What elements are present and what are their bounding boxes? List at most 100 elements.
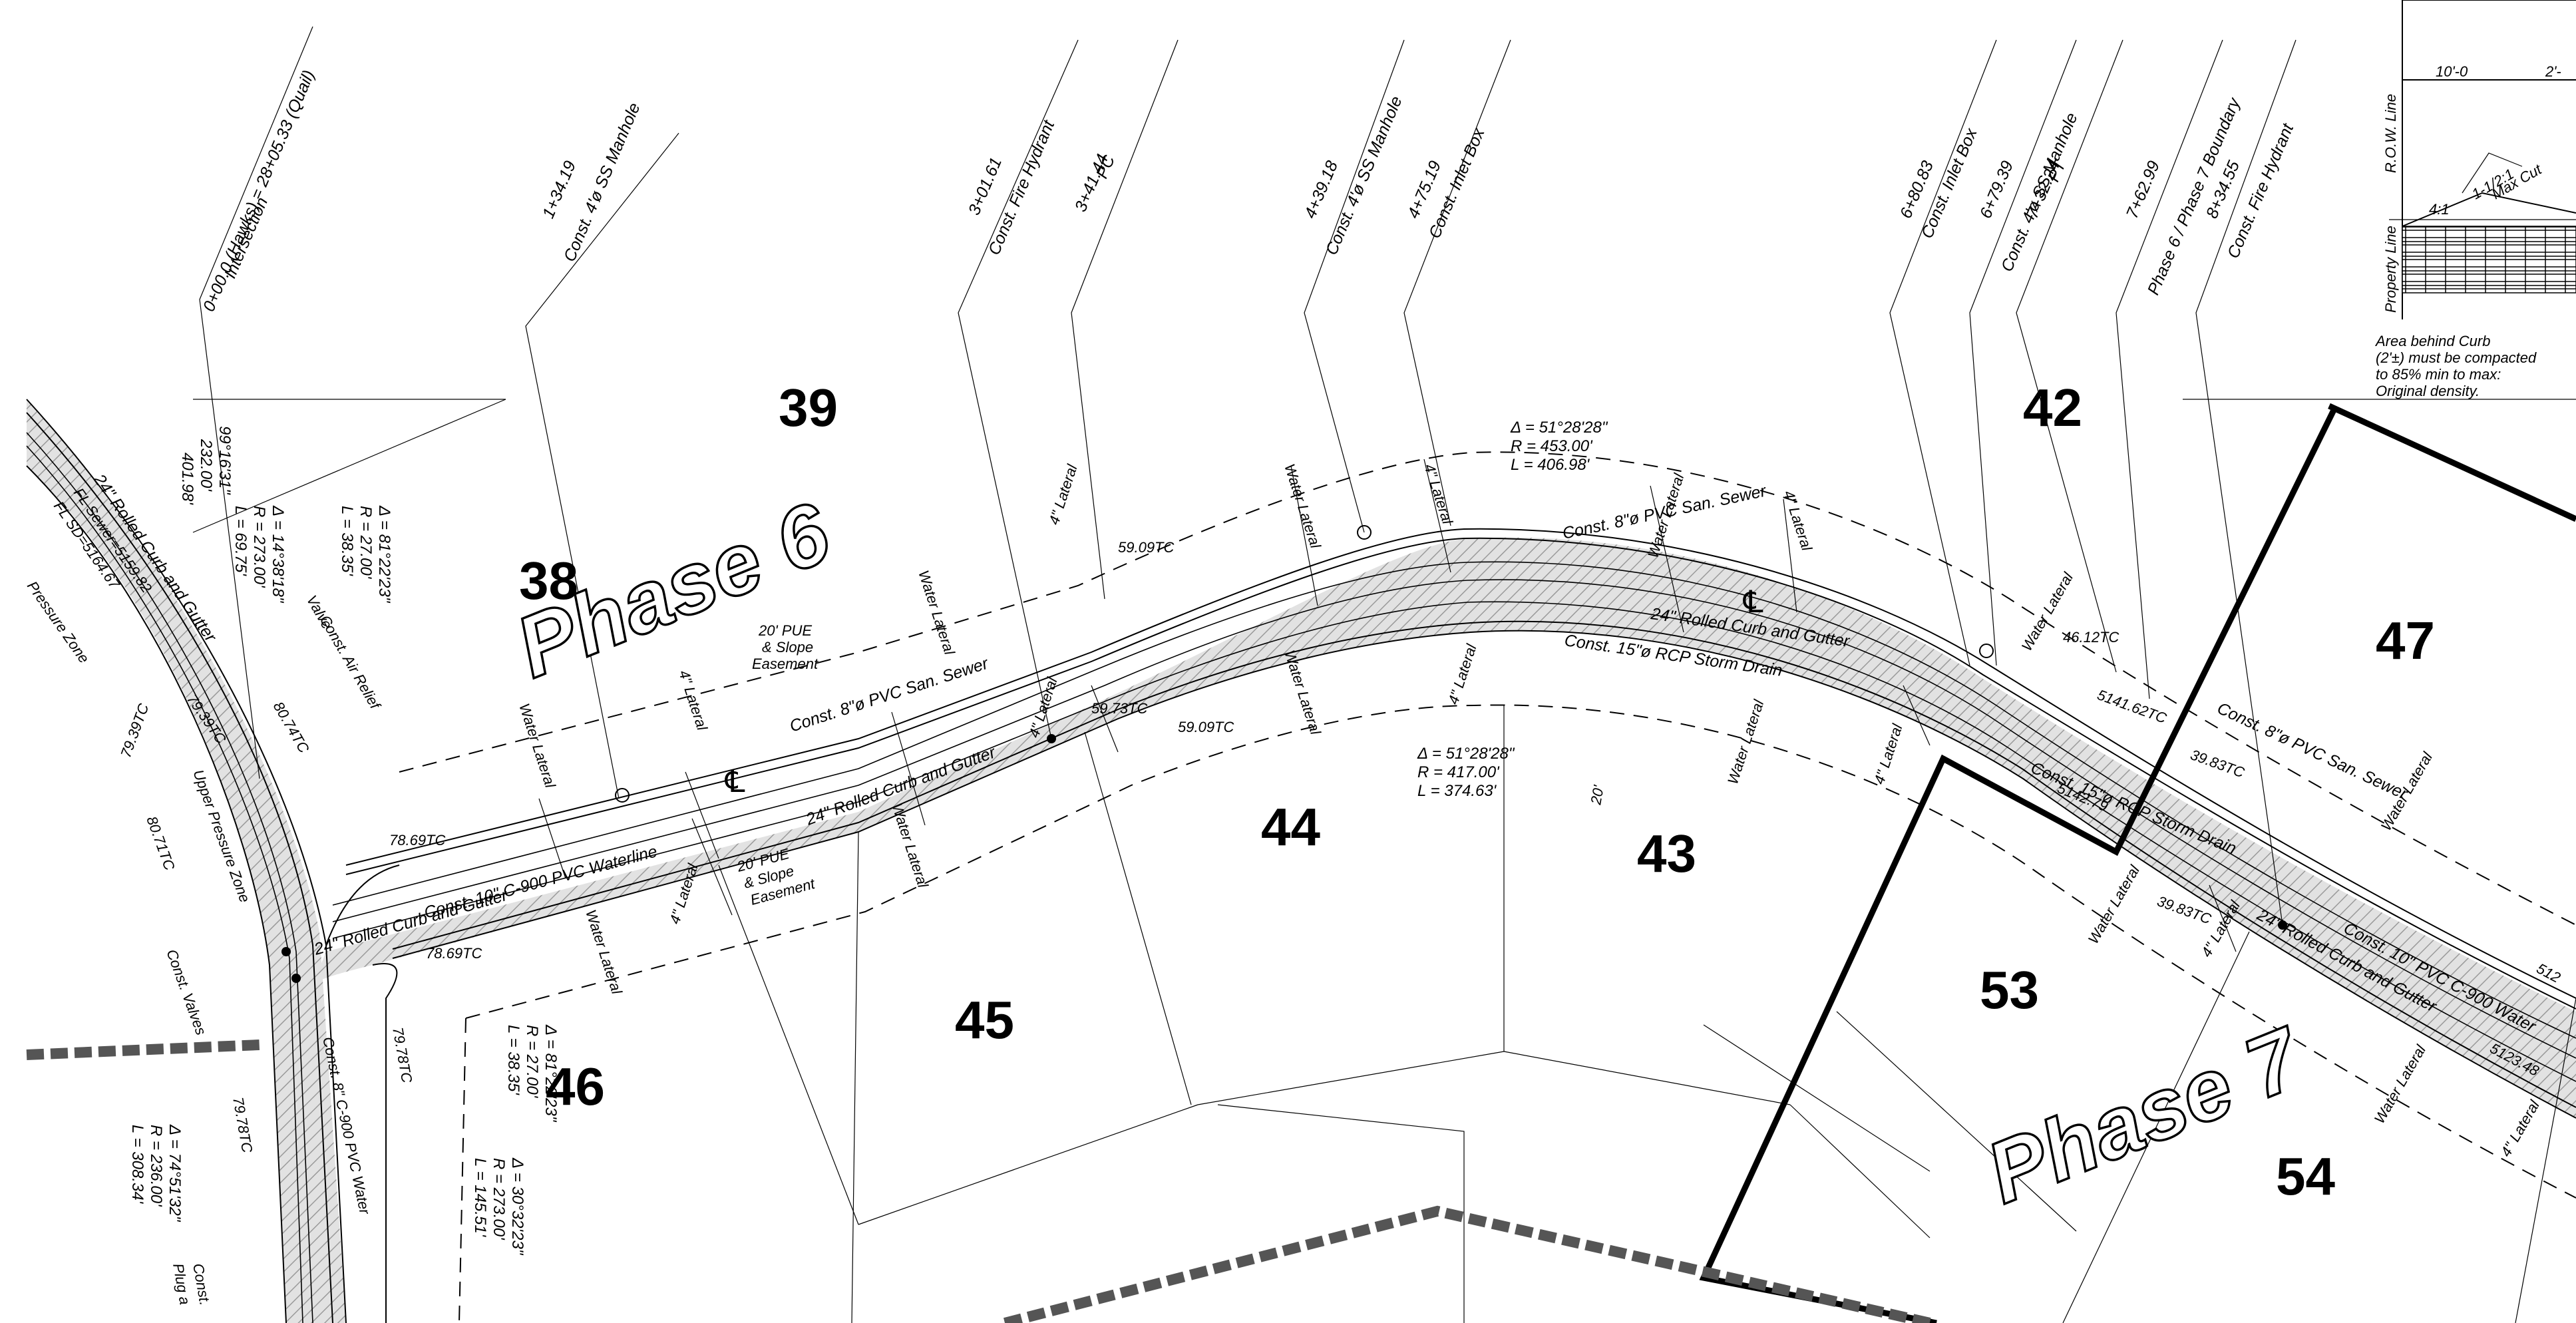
svg-text:R = 453.00': R = 453.00' — [1511, 437, 1593, 455]
svg-text:Water Lateral: Water Lateral — [582, 908, 626, 997]
svg-text:79.39TC: 79.39TC — [117, 701, 152, 760]
svg-text:L = 374.63': L = 374.63' — [1417, 782, 1497, 800]
lot-44: 44 — [1261, 797, 1320, 856]
svg-text:Δ = 74°51'32": Δ = 74°51'32" — [166, 1124, 184, 1223]
lot-54: 54 — [2276, 1147, 2335, 1206]
lot-39: 39 — [779, 378, 838, 437]
svg-text:4" Lateral: 4" Lateral — [1421, 462, 1456, 527]
svg-text:R = 273.00': R = 273.00' — [490, 1158, 508, 1240]
svg-text:Pressure Zone: Pressure Zone — [24, 578, 92, 667]
lot-42: 42 — [2023, 378, 2082, 437]
svg-text:39.83TC: 39.83TC — [2188, 746, 2247, 781]
lot-38: 38 — [519, 551, 578, 610]
svg-text:10'-0: 10'-0 — [2436, 63, 2468, 80]
svg-text:Δ = 51°28'28": Δ = 51°28'28" — [1417, 745, 1515, 763]
svg-text:Water Lateral: Water Lateral — [2085, 862, 2143, 946]
svg-text:R.O.W. Line: R.O.W. Line — [2382, 94, 2399, 173]
svg-text:4:1: 4:1 — [2429, 201, 2450, 218]
svg-text:R = 27.00': R = 27.00' — [523, 1025, 541, 1099]
svg-text:6+79.39: 6+79.39 — [1976, 158, 2017, 221]
svg-text:L = 38.35': L = 38.35' — [504, 1025, 522, 1095]
svg-text:Δ = 51°28'28": Δ = 51°28'28" — [1510, 419, 1608, 437]
svg-text:1+34.19: 1+34.19 — [539, 158, 580, 221]
svg-text:80.74TC: 80.74TC — [270, 699, 313, 756]
phase-7-label: Phase 7 — [1974, 1008, 2317, 1222]
svg-text:Plug a: Plug a — [170, 1262, 193, 1306]
svg-text:20' PUE: 20' PUE — [758, 622, 812, 639]
svg-text:5141.62TC: 5141.62TC — [2095, 686, 2169, 727]
svg-text:4" Lateral: 4" Lateral — [1871, 721, 1906, 787]
svg-text:59.09TC: 59.09TC — [1178, 719, 1234, 735]
svg-text:401.98': 401.98' — [178, 453, 196, 505]
road-pavement — [313, 537, 2576, 1118]
svg-text:78.69TC: 78.69TC — [389, 832, 445, 849]
svg-text:4" Lateral: 4" Lateral — [675, 668, 711, 733]
svg-text:Water Lateral: Water Lateral — [915, 568, 958, 658]
svg-text:80.71TC: 80.71TC — [143, 814, 178, 872]
svg-text:L = 406.98': L = 406.98' — [1511, 456, 1590, 474]
svg-text:20': 20' — [1587, 784, 1607, 807]
svg-text:L = 308.34': L = 308.34' — [128, 1125, 146, 1205]
svg-text:Water Lateral: Water Lateral — [1281, 648, 1324, 737]
svg-text:L = 69.75': L = 69.75' — [232, 506, 250, 576]
svg-text:Const. Valves: Const. Valves — [163, 947, 210, 1037]
svg-text:Δ = 81°22'23": Δ = 81°22'23" — [542, 1024, 560, 1123]
svg-text:Δ = 30°32'23": Δ = 30°32'23" — [508, 1157, 526, 1256]
svg-text:Const. 8"ø PVC San. Sewer: Const. 8"ø PVC San. Sewer — [2214, 699, 2411, 804]
svg-text:L = 38.35': L = 38.35' — [338, 506, 356, 576]
svg-text:L = 145.51': L = 145.51' — [471, 1158, 489, 1238]
svg-text:4+39.18: 4+39.18 — [1301, 158, 1342, 221]
svg-text:Const. Fire Hydrant: Const. Fire Hydrant — [2224, 120, 2298, 261]
svg-text:Water Lateral: Water Lateral — [516, 701, 559, 791]
svg-text:4" Lateral: 4" Lateral — [1445, 642, 1480, 707]
lot-43: 43 — [1637, 824, 1696, 883]
svg-text:Δ = 81°22'23": Δ = 81°22'23" — [375, 505, 393, 604]
svg-text:4" Lateral: 4" Lateral — [1780, 488, 1815, 554]
svg-text:R = 27.00': R = 27.00' — [357, 506, 375, 580]
svg-text:Water Lateral: Water Lateral — [1281, 462, 1324, 551]
svg-text:R = 273.00': R = 273.00' — [250, 506, 268, 588]
svg-text:79.78TC: 79.78TC — [389, 1026, 415, 1085]
svg-text:Water Lateral: Water Lateral — [888, 801, 932, 890]
svg-text:& Slope: & Slope — [762, 639, 813, 656]
lot-45: 45 — [955, 990, 1014, 1049]
svg-text:3+01.61: 3+01.61 — [965, 155, 1006, 218]
svg-text:Δ = 14°38'18": Δ = 14°38'18" — [269, 505, 287, 604]
svg-text:59.73TC: 59.73TC — [1091, 700, 1147, 717]
svg-text:℄: ℄ — [1743, 584, 1763, 619]
svg-text:Property Line: Property Line — [2382, 226, 2399, 313]
svg-text:512: 512 — [2534, 960, 2563, 986]
svg-text:(2'±) must be compacted: (2'±) must be compacted — [2376, 349, 2537, 366]
svg-text:7+62.99: 7+62.99 — [2123, 158, 2163, 221]
svg-text:Const. 8"ø PVC San. Sewer: Const. 8"ø PVC San. Sewer — [787, 654, 992, 735]
lot-53: 53 — [1980, 960, 2039, 1020]
svg-text:79.78TC: 79.78TC — [230, 1096, 256, 1155]
svg-text:4" Lateral: 4" Lateral — [2497, 1097, 2543, 1159]
svg-text:0+00.0 (Hawks) = 28+05.33 (Qua: 0+00.0 (Hawks) = 28+05.33 (Quail) — [200, 67, 319, 314]
svg-text:2'-: 2'- — [2545, 63, 2561, 80]
quail-road — [27, 399, 346, 1323]
svg-text:R = 417.00': R = 417.00' — [1417, 763, 1500, 781]
svg-text:4" Lateral: 4" Lateral — [1045, 462, 1081, 527]
svg-text:to 85% min to max:: to 85% min to max: — [2376, 366, 2501, 383]
svg-text:99°16'31": 99°16'31" — [216, 426, 234, 495]
svg-text:46.12TC: 46.12TC — [2063, 629, 2119, 646]
svg-text:℄: ℄ — [725, 764, 745, 799]
svg-text:R = 236.00': R = 236.00' — [147, 1125, 165, 1207]
lot-46: 46 — [546, 1057, 605, 1116]
svg-text:Const. 4'ø SS Manhole: Const. 4'ø SS Manhole — [560, 100, 644, 264]
svg-text:Const. Fire Hydrant: Const. Fire Hydrant — [985, 117, 1059, 258]
svg-text:Easement: Easement — [752, 656, 819, 672]
svg-text:232.00': 232.00' — [197, 439, 215, 492]
svg-text:Area behind Curb: Area behind Curb — [2374, 333, 2490, 349]
curve-data: Δ = 51°28'28" R = 453.00' L = 406.98' Δ … — [128, 419, 1608, 1256]
svg-text:Water Lateral: Water Lateral — [1724, 697, 1767, 787]
lot-47: 47 — [2376, 611, 2435, 670]
svg-text:59.09TC: 59.09TC — [1118, 539, 1174, 556]
svg-text:Original density.: Original density. — [2376, 383, 2480, 399]
curb-detail: 10'-0 2'- R.O.W. Line Property Line Max … — [2374, 0, 2576, 399]
svg-text:78.69TC: 78.69TC — [426, 945, 482, 962]
station-labels: 0+00.0 (Hawks) = 28+05.33 (Quail) Inters… — [200, 67, 2298, 314]
